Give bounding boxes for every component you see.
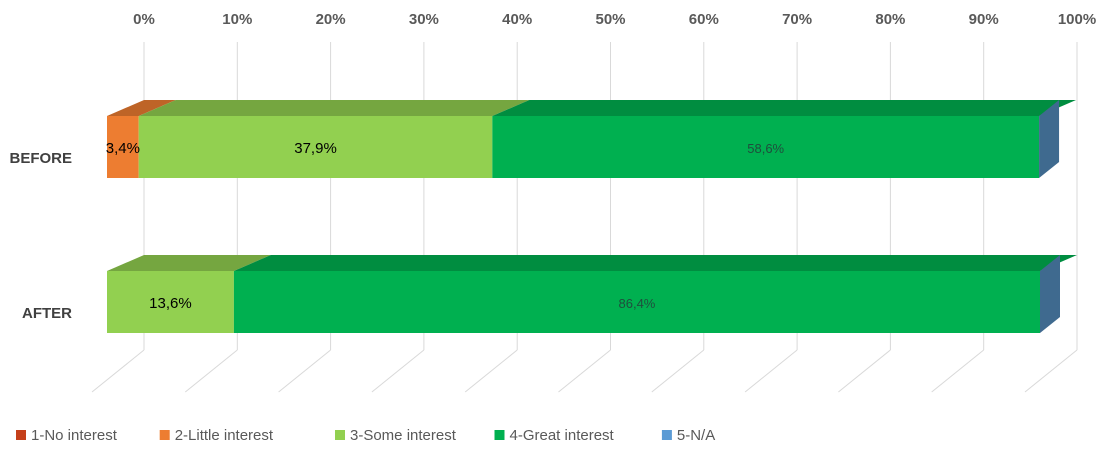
x-tick-label: 20%: [316, 11, 346, 28]
bar-segment-top: [492, 100, 1077, 116]
bar-end-side: [1040, 255, 1060, 333]
floor-gridline: [1024, 349, 1078, 393]
data-label: 58,6%: [747, 141, 784, 156]
floor-gridline: [464, 349, 518, 393]
bar-end-side: [1039, 100, 1060, 178]
legend-label: 3-Some interest: [350, 427, 457, 444]
x-tick-label: 40%: [502, 11, 532, 28]
data-label: 3,4%: [106, 140, 140, 157]
bar-segment: [492, 116, 1040, 178]
x-tick-label: 30%: [409, 11, 439, 28]
x-tick-label: 70%: [782, 11, 812, 28]
category-label: BEFORE: [9, 150, 72, 167]
data-label: 37,9%: [294, 140, 337, 157]
legend-item: 3-Some interest: [335, 427, 457, 444]
x-tick-label: 80%: [875, 11, 905, 28]
category-label: AFTER: [22, 305, 72, 322]
legend-item: 2-Little interest: [159, 427, 274, 444]
data-label: 13,6%: [149, 295, 192, 312]
legend-swatch: [16, 430, 26, 440]
x-axis-tick-labels: 0% 10% 20% 30% 40% 50% 60% 70% 80% 90% 100%: [133, 11, 1096, 28]
legend-label: 4-Great interest: [510, 427, 615, 444]
gridlines: [91, 42, 1078, 393]
floor-gridline: [651, 349, 705, 393]
bar-segment-top: [107, 255, 271, 271]
legend-swatch: [159, 430, 170, 440]
bar-segment: [138, 116, 493, 178]
floor-gridline: [838, 349, 891, 393]
floor-gridline: [184, 349, 238, 393]
x-tick-label: 10%: [222, 11, 252, 28]
x-tick-label: 100%: [1058, 11, 1096, 28]
bar-segment-top: [233, 255, 1077, 271]
floor-gridline: [931, 349, 985, 393]
legend-swatch: [494, 430, 505, 440]
legend-item: 1-No interest: [16, 427, 118, 444]
legend-label: 5-N/A: [677, 427, 715, 444]
bar-segment-top: [107, 100, 176, 116]
x-tick-label: 0%: [133, 11, 155, 28]
data-label: 86,4%: [619, 296, 656, 311]
floor-gridline: [278, 349, 331, 393]
bars: 3,4% 37,9% 58,6% 13,6% 86,4%: [106, 100, 1077, 333]
legend-label: 2-Little interest: [175, 427, 274, 444]
floor-gridline: [371, 349, 425, 393]
x-tick-label: 60%: [689, 11, 719, 28]
floor-gridline: [558, 349, 611, 393]
legend-swatch: [335, 430, 345, 440]
legend: 1-No interest 2-Little interest 3-Some int…: [16, 427, 715, 444]
legend-swatch: [661, 430, 672, 440]
legend-label: 1-No interest: [31, 427, 118, 444]
floor-gridline: [91, 349, 145, 393]
bar-segment-top: [138, 100, 530, 116]
x-tick-label: 90%: [969, 11, 999, 28]
bar-segment: [107, 271, 234, 333]
legend-item: 4-Great interest: [494, 427, 615, 444]
bar-segment: [107, 116, 139, 178]
floor-gridline: [744, 349, 798, 393]
x-tick-label: 50%: [595, 11, 625, 28]
category-labels: BEFORE AFTER: [9, 150, 72, 322]
bar-segment: [233, 271, 1040, 333]
legend-item: 5-N/A: [661, 427, 715, 444]
